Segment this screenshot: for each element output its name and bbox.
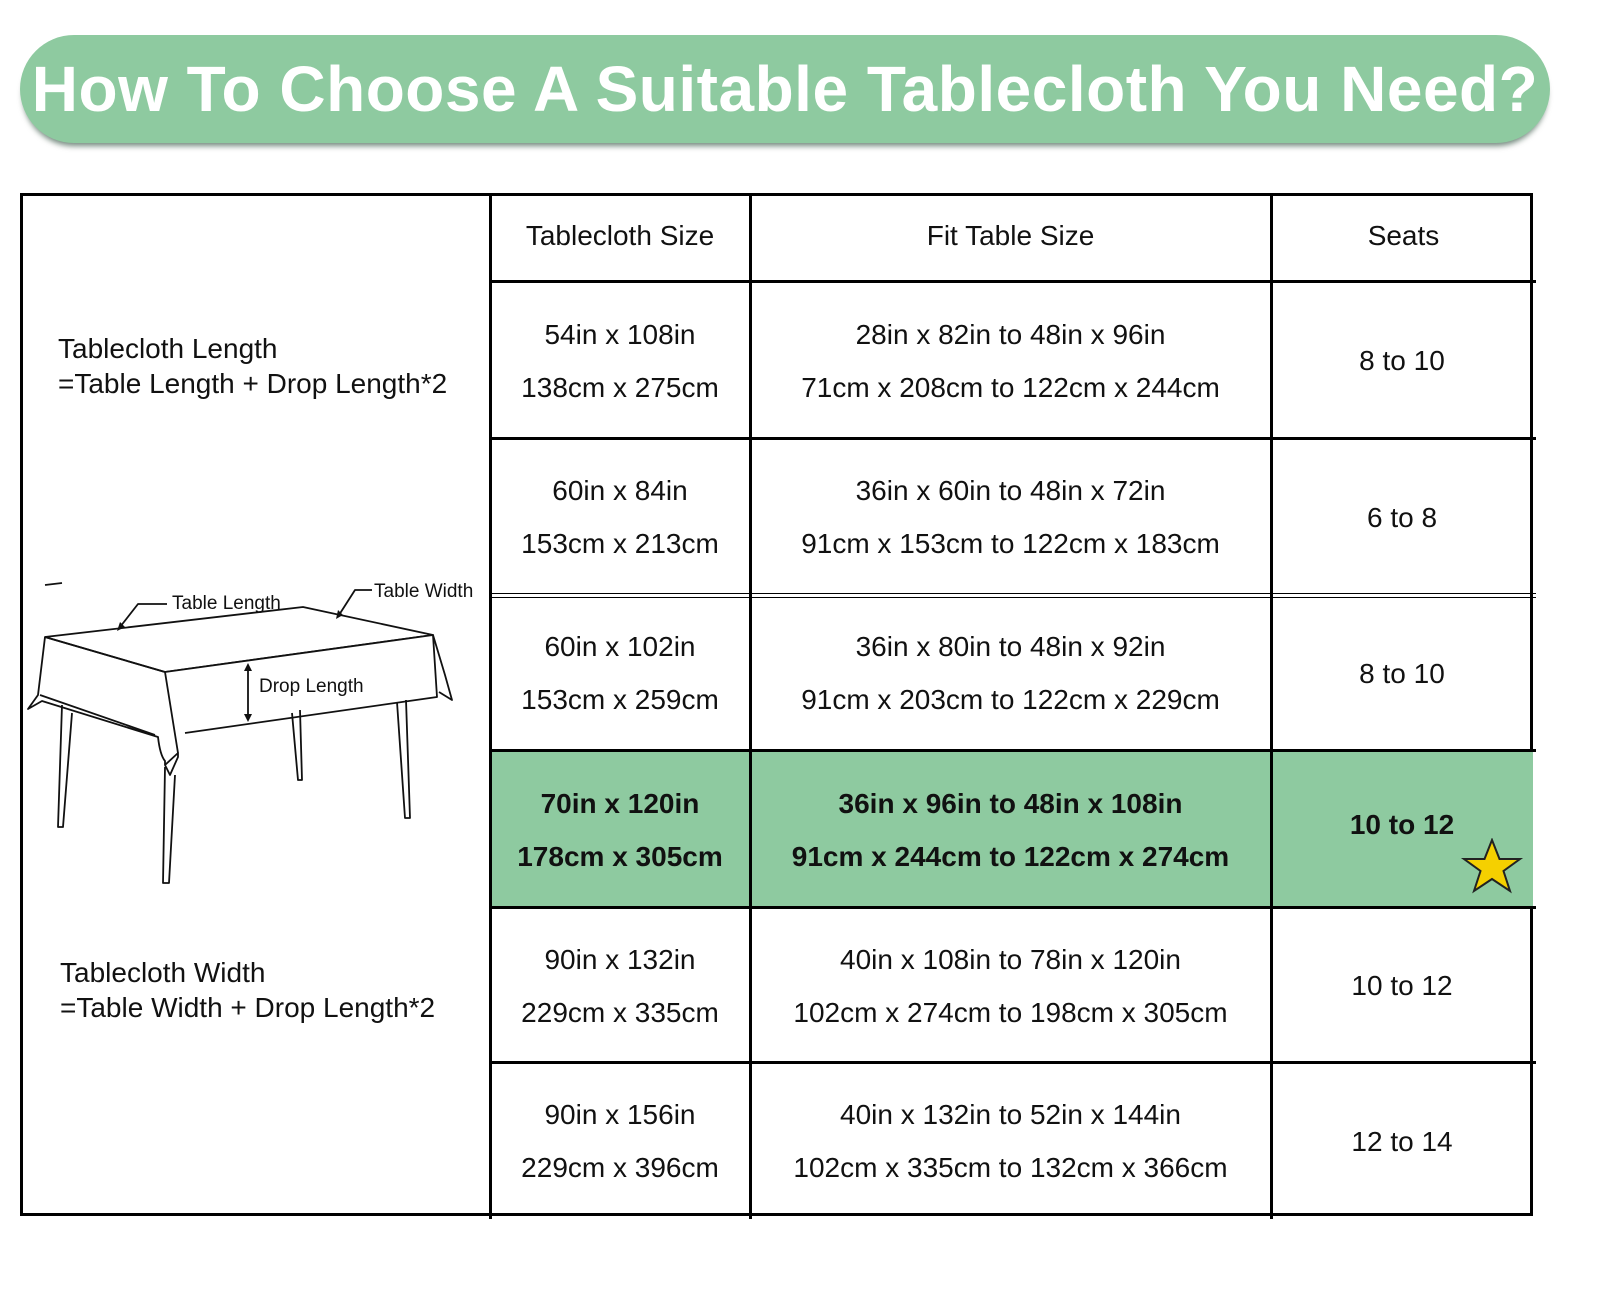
table-diagram: Table Length Table Width Drop Length bbox=[27, 581, 473, 884]
column-divider bbox=[489, 196, 492, 1219]
page-title: How To Choose A Suitable Tablecloth You … bbox=[31, 53, 1539, 125]
width-formula: Tablecloth Width =Table Width + Drop Len… bbox=[60, 955, 435, 1025]
cell-line: 40in x 132in to 52in x 144in bbox=[840, 1099, 1181, 1130]
table-cell-fit: 36in x 60in to 48in x 72in 91cm x 153cm t… bbox=[750, 439, 1271, 595]
table-cell-seats: 10 to 12 bbox=[1271, 908, 1533, 1063]
table-cell-fit: 40in x 132in to 52in x 144in 102cm x 335c… bbox=[750, 1063, 1271, 1219]
length-formula: Tablecloth Length =Table Length + Drop L… bbox=[58, 331, 447, 401]
table-cell-seats: 8 to 10 bbox=[1271, 595, 1533, 751]
title-banner: How To Choose A Suitable Tablecloth You … bbox=[20, 35, 1550, 143]
cell-line: 36in x 96in to 48in x 108in bbox=[838, 787, 1183, 819]
cell-line: 102cm x 335cm to 132cm x 366cm bbox=[793, 1152, 1228, 1183]
cell-line: 178cm x 305cm bbox=[517, 840, 723, 872]
row-divider bbox=[490, 280, 1536, 283]
header-cell: Seats bbox=[1367, 220, 1440, 251]
cell-line: 91cm x 153cm to 122cm x 183cm bbox=[801, 528, 1220, 559]
cell-line: 8 to 10 bbox=[1359, 657, 1445, 689]
table-cell-size: 54in x 108in 138cm x 275cm bbox=[490, 282, 750, 439]
cell-line: 6 to 8 bbox=[1366, 501, 1438, 533]
row-divider bbox=[490, 437, 1536, 440]
table-cell-seats: 12 to 14 bbox=[1271, 1063, 1533, 1219]
table-width-label: Table Width bbox=[374, 581, 473, 602]
table-cell-size: 90in x 132in 229cm x 335cm bbox=[490, 908, 750, 1063]
header-cell: Tablecloth Size bbox=[525, 220, 715, 251]
table-cell-seats: 8 to 10 bbox=[1271, 282, 1533, 439]
width-formula-title: Tablecloth Width bbox=[60, 957, 266, 988]
cell-line: 36in x 60in to 48in x 72in bbox=[855, 475, 1166, 506]
width-formula-expression: =Table Width + Drop Length*2 bbox=[60, 992, 436, 1023]
drop-length-label: Drop Length bbox=[259, 676, 364, 697]
cell-line: 40in x 108in to 78in x 120in bbox=[840, 943, 1181, 975]
cell-line: 60in x 84in bbox=[552, 475, 688, 506]
row-divider bbox=[490, 1061, 1536, 1064]
cell-line: 90in x 132in bbox=[544, 943, 696, 975]
table-cell-size: 70in x 120in 178cm x 305cm bbox=[490, 751, 750, 908]
cell-line: 229cm x 396cm bbox=[521, 1152, 719, 1183]
table-cell-size: 90in x 156in 229cm x 396cm bbox=[490, 1063, 750, 1219]
cell-line: 138cm x 275cm bbox=[521, 371, 719, 403]
cell-line: 10 to 12 bbox=[1351, 970, 1453, 1001]
cell-line: 10 to 12 bbox=[1349, 809, 1455, 840]
cell-line: 153cm x 213cm bbox=[521, 528, 719, 559]
length-formula-title: Tablecloth Length bbox=[58, 333, 278, 364]
cell-line: 90in x 156in bbox=[544, 1099, 696, 1130]
cell-line: 28in x 82in to 48in x 96in bbox=[855, 318, 1166, 350]
table-cell-fit: 36in x 96in to 48in x 108in 91cm x 244cm … bbox=[750, 751, 1271, 908]
cell-line: 102cm x 274cm to 198cm x 305cm bbox=[793, 996, 1228, 1028]
table-cell-fit: 28in x 82in to 48in x 96in 71cm x 208cm t… bbox=[750, 282, 1271, 439]
row-divider bbox=[490, 593, 1536, 598]
star-icon bbox=[1460, 838, 1524, 894]
cell-line: 12 to 14 bbox=[1351, 1125, 1453, 1157]
cell-line: 60in x 102in bbox=[544, 631, 696, 662]
table-cell-fit: 40in x 108in to 78in x 120in 102cm x 274c… bbox=[750, 908, 1271, 1063]
cell-line: 153cm x 259cm bbox=[521, 684, 719, 715]
table-length-label: Table Length bbox=[172, 593, 281, 614]
table-cell-size: 60in x 102in 153cm x 259cm bbox=[490, 595, 750, 751]
cell-line: 71cm x 208cm to 122cm x 244cm bbox=[801, 371, 1220, 403]
header-cell: Fit Table Size bbox=[926, 220, 1095, 251]
cell-line: 229cm x 335cm bbox=[521, 996, 719, 1028]
cell-line: 36in x 80in to 48in x 92in bbox=[855, 631, 1166, 662]
row-divider bbox=[490, 906, 1536, 909]
cell-line: 91cm x 244cm to 122cm x 274cm bbox=[791, 840, 1230, 872]
column-divider bbox=[749, 196, 752, 1219]
table-cell-size: 60in x 84in 153cm x 213cm bbox=[490, 439, 750, 595]
cell-line: 70in x 120in bbox=[540, 787, 700, 819]
table-cell-seats: 6 to 8 bbox=[1271, 439, 1533, 595]
cell-line: 8 to 10 bbox=[1359, 345, 1445, 376]
row-divider bbox=[490, 749, 1536, 752]
cell-line: 54in x 108in bbox=[544, 318, 696, 350]
length-formula-expression: =Table Length + Drop Length*2 bbox=[58, 368, 448, 399]
column-divider bbox=[1270, 196, 1273, 1219]
table-cell-fit: 36in x 80in to 48in x 92in 91cm x 203cm t… bbox=[750, 595, 1271, 751]
size-chart-table: Tablecloth Size Fit Table Size Seats 54in x… bbox=[20, 193, 1536, 1219]
cell-line: 91cm x 203cm to 122cm x 229cm bbox=[801, 684, 1220, 715]
